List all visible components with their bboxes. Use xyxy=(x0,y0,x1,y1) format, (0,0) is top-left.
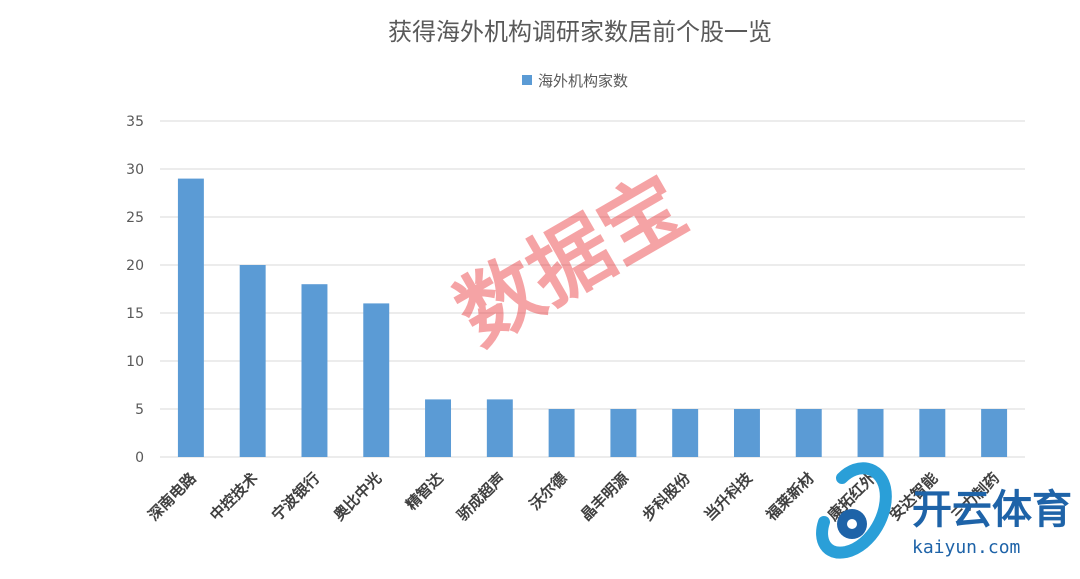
logo-ball-spot xyxy=(847,519,857,529)
category-label: 步科股份 xyxy=(639,468,695,524)
y-tick-label: 5 xyxy=(135,402,144,418)
logo-swoosh-icon xyxy=(816,462,892,559)
y-tick-label: 30 xyxy=(126,162,144,178)
bar xyxy=(177,178,204,457)
category-label: 福莱新材 xyxy=(762,469,818,525)
category-label: 宁波银行 xyxy=(268,469,323,524)
bar xyxy=(425,399,452,457)
legend-label: 海外机构家数 xyxy=(538,72,628,90)
category-label: 精智达 xyxy=(402,469,447,514)
brand-url: kaiyun.com xyxy=(912,537,1020,558)
bar xyxy=(919,409,946,457)
bar xyxy=(239,265,266,457)
category-label: 深南电路 xyxy=(145,468,201,524)
bar xyxy=(857,409,884,457)
y-tick-label: 15 xyxy=(126,306,144,322)
bar xyxy=(981,409,1008,457)
category-label: 奥比中光 xyxy=(330,469,385,524)
bar xyxy=(301,284,328,457)
bar xyxy=(733,409,760,457)
category-label: 沃尔德 xyxy=(526,469,571,514)
bar xyxy=(486,399,513,457)
legend: 海外机构家数 xyxy=(522,72,628,90)
category-label: 中控技术 xyxy=(206,469,261,524)
bar xyxy=(363,303,390,457)
y-tick-label: 0 xyxy=(135,450,144,466)
chart-title: 获得海外机构调研家数居前个股一览 xyxy=(388,18,772,46)
y-tick-label: 10 xyxy=(126,354,144,370)
category-label: 晶丰明源 xyxy=(577,469,632,524)
y-tick-label: 25 xyxy=(126,210,144,226)
y-tick-label: 20 xyxy=(126,258,144,274)
legend-swatch xyxy=(522,75,532,85)
category-label: 当升科技 xyxy=(701,468,757,524)
watermark: 数据宝 xyxy=(441,159,702,364)
bar xyxy=(795,409,822,457)
brand-logo: 开云体育 kaiyun.com xyxy=(816,462,1072,559)
category-label: 骄成超声 xyxy=(453,469,508,524)
brand-name: 开云体育 xyxy=(912,487,1072,533)
bar xyxy=(548,409,575,457)
bars xyxy=(177,178,1008,457)
y-axis-ticks: 0 5 10 15 20 25 30 35 xyxy=(126,114,144,466)
y-tick-label: 35 xyxy=(126,114,144,130)
bar xyxy=(672,409,699,457)
bar xyxy=(610,409,637,457)
